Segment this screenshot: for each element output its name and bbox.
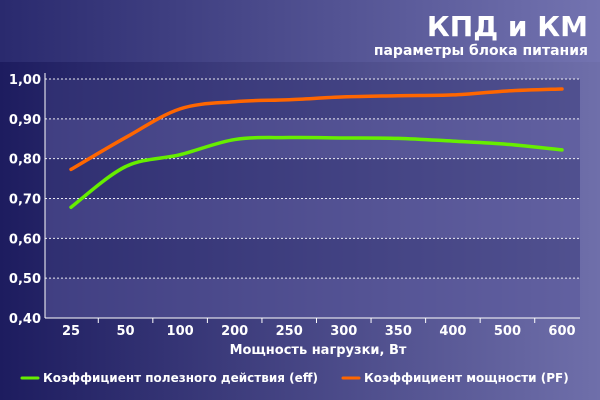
plot-band [45,198,580,239]
gridlines [44,73,580,319]
chart-title: КПД и КМ [427,10,588,43]
x-tick-label: 25 [62,324,80,339]
x-tick-label: 250 [276,324,303,339]
y-tick-label: 0,40 [9,312,41,327]
legend-label-eff: Коэффициент полезного действия (eff) [43,371,318,385]
plot-bands [45,79,580,318]
series-line-eff [69,135,564,210]
x-axis-label: Мощность нагрузки, Вт [230,343,407,358]
y-tick-label: 0,60 [9,232,41,247]
y-tick-label: 0,50 [9,272,41,287]
series-lines [69,87,564,210]
x-axis-ticks: 25 50 100 200 250 300 350 400 500 600 [62,318,576,339]
x-tick-label: 100 [167,324,194,339]
y-tick-label: 0,90 [9,113,41,128]
y-axis-ticks: 0,40 0,50 0,60 0,70 0,80 0,90 1,00 [9,73,41,327]
series-line-pf [69,87,564,172]
x-tick-label: 400 [439,324,466,339]
x-tick-label: 200 [221,324,248,339]
y-tick-label: 0,70 [9,193,41,208]
legend-label-pf: Коэффициент мощности (PF) [364,371,569,385]
y-tick-label: 1,00 [9,73,41,88]
y-tick-label: 0,80 [9,153,41,168]
x-tick-label: 300 [330,324,357,339]
x-tick-label: 600 [548,324,575,339]
x-tick-label: 50 [117,324,135,339]
plot-band [45,278,580,318]
x-tick-label: 500 [494,324,521,339]
legend: Коэффициент полезного действия (eff) Коэ… [20,371,569,385]
header-band [0,0,600,62]
x-tick-label: 350 [385,324,412,339]
plot-band [45,158,580,199]
chart-subtitle: параметры блока питания [374,43,588,59]
plot-band [45,238,580,279]
